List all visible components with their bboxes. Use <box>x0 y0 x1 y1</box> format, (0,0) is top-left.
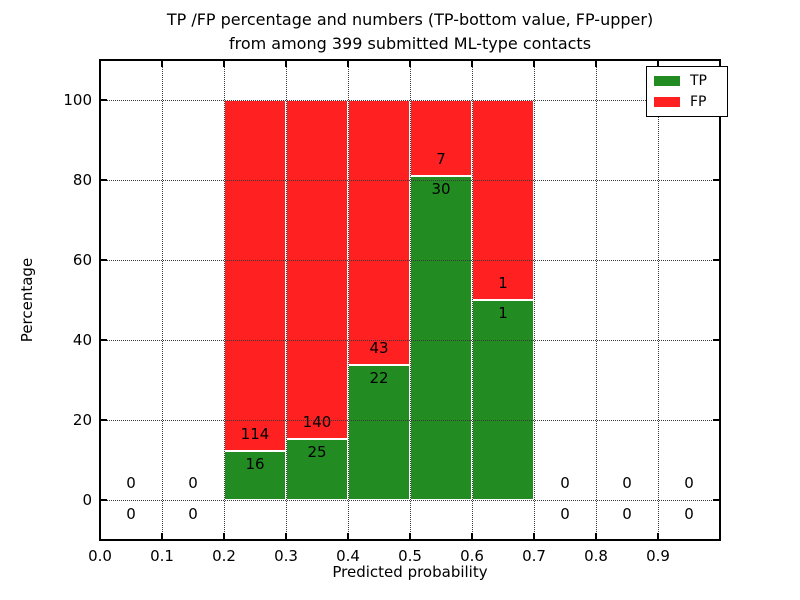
bar-segment-fp <box>348 100 410 365</box>
bar-segment-tp <box>224 450 286 500</box>
y-tick-label: 80 <box>72 171 92 189</box>
legend: TP FP <box>646 66 728 117</box>
legend-label-fp: FP <box>690 94 707 111</box>
x-tick-label: 0.6 <box>460 547 484 565</box>
legend-label-tp: TP <box>690 72 707 89</box>
x-tick-label: 0.3 <box>274 547 298 565</box>
x-tick-label: 0.8 <box>584 547 608 565</box>
y-axis-label: Percentage <box>18 257 36 343</box>
bar-segment-fp <box>472 100 534 300</box>
x-tick-label: 0.4 <box>336 547 360 565</box>
y-tick-label: 0 <box>82 491 92 509</box>
x-tick-label: 0.5 <box>398 547 422 565</box>
bar-segment-fp <box>224 100 286 451</box>
x-tick-label: 0.0 <box>88 547 112 565</box>
bar-segment-fp <box>410 100 472 176</box>
bar-segment-tp <box>348 364 410 500</box>
chart-title: TP /FP percentage and numbers (TP-bottom… <box>100 8 720 56</box>
legend-item: FP <box>654 95 720 109</box>
bars-layer <box>100 60 720 540</box>
bar-segment-tp <box>286 439 348 500</box>
plot-area: 0 0 0 0 114 16 140 25 43 22 7 30 1 1 0 0 0 0 0 0 TP FP <box>99 59 728 541</box>
legend-item: TP <box>654 74 720 88</box>
y-tick-label: 60 <box>72 251 92 269</box>
x-tick-label: 0.2 <box>212 547 236 565</box>
y-tick-label: 20 <box>72 411 92 429</box>
x-tick-label: 0.1 <box>150 547 174 565</box>
y-tick-label: 40 <box>72 331 92 349</box>
y-tick-label: 100 <box>63 91 92 109</box>
bar-segment-tp <box>410 175 472 500</box>
x-tick-label: 0.9 <box>646 547 670 565</box>
x-axis-label: Predicted probability <box>332 563 488 581</box>
bar-segment-tp <box>472 300 534 500</box>
legend-swatch-fp <box>654 97 680 108</box>
chart-title-line1: TP /FP percentage and numbers (TP-bottom… <box>166 10 654 29</box>
legend-swatch-tp <box>654 75 680 86</box>
chart-title-line2: from among 399 submitted ML-type contact… <box>228 34 592 53</box>
x-tick-label: 0.7 <box>522 547 546 565</box>
bar-segment-fp <box>286 100 348 440</box>
